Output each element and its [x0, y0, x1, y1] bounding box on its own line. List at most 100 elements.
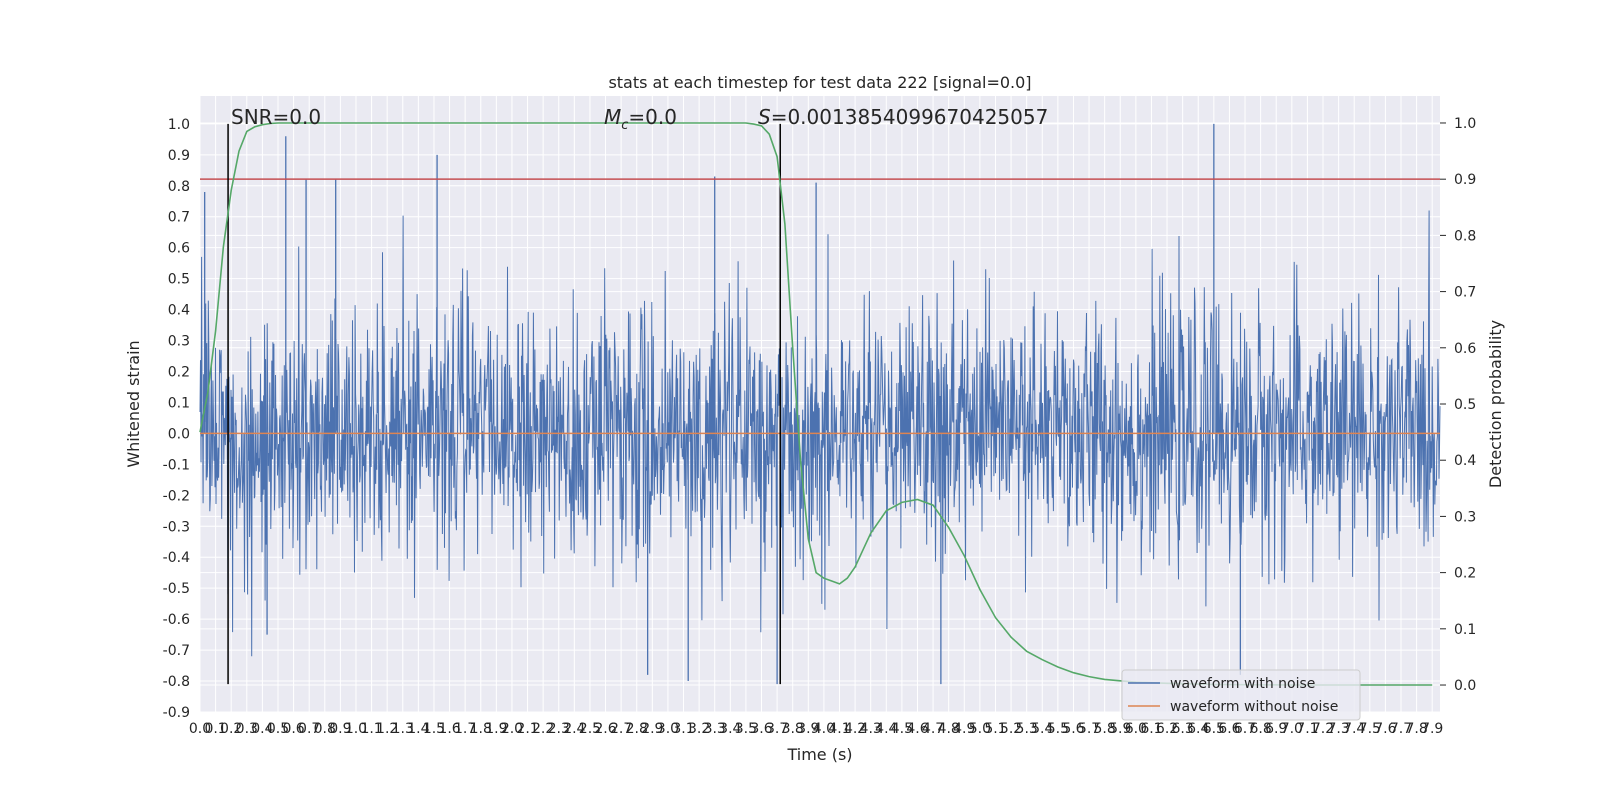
y2-tick-label: 0.2	[1454, 566, 1476, 582]
y-tick-label: -0.3	[163, 519, 190, 535]
mc-annotation: Mc=0.0	[604, 105, 677, 133]
x-tick-label: 2.2	[532, 721, 554, 737]
x-tick-label: 3.4	[719, 721, 741, 737]
x-tick-label: 7.4	[1343, 721, 1365, 737]
legend: waveform with noise waveform without noi…	[1121, 669, 1361, 721]
x-tick-label: 7.1	[1296, 721, 1318, 737]
x-tick-label: 3.6	[750, 721, 772, 737]
x-tick-label: 5.0	[969, 721, 991, 737]
y2-tick-label: 1.0	[1454, 116, 1476, 132]
y-tick-label: -0.6	[163, 612, 190, 628]
x-tick-label: 2.1	[516, 721, 538, 737]
y-tick-label: 0.5	[168, 272, 190, 288]
x-tick-label: 6.8	[1249, 721, 1271, 737]
x-axis-label: Time (s)	[786, 745, 852, 764]
x-tick-label: 3.7	[766, 721, 788, 737]
x-tick-label: 5.4	[1031, 721, 1053, 737]
y2-tick-label: 0.6	[1454, 341, 1476, 357]
x-tick-label: 1.3	[392, 721, 414, 737]
x-tick-label: 7.6	[1374, 721, 1396, 737]
x-tick-label: 0.4	[251, 721, 273, 737]
x-tick-label: 4.4	[875, 721, 897, 737]
x-tick-label: 1.0	[345, 721, 367, 737]
x-tick-label: 5.6	[1062, 721, 1084, 737]
x-tick-label: 4.6	[906, 721, 928, 737]
x-tick-label: 7.0	[1281, 721, 1303, 737]
s-annotation: S=0.0013854099670425057	[758, 105, 1048, 129]
y-tick-labels: -0.9 -0.8 -0.7 -0.6 -0.5 -0.4 -0.3 -0.2 -0.1 0.0 0…	[163, 117, 190, 721]
y2-tick-label: 0.9	[1454, 172, 1476, 188]
x-tick-label: 2.8	[626, 721, 648, 737]
x-tick-label: 3.3	[704, 721, 726, 737]
y-axis-label: Whitened strain	[124, 340, 143, 467]
y-tick-label: 0.4	[168, 303, 190, 319]
x-tick-label: 0.8	[314, 721, 336, 737]
x-tick-label: 7.7	[1390, 721, 1412, 737]
y2-tick-label: 0.8	[1454, 228, 1476, 244]
y-tick-label: 1.0	[168, 117, 190, 133]
x-tick-label: 7.3	[1327, 721, 1349, 737]
chart-title: stats at each timestep for test data 222…	[608, 73, 1031, 92]
lines-layer	[199, 122, 1440, 686]
x-tick-label: 6.5	[1203, 721, 1225, 737]
x-tick-label: 3.5	[735, 721, 757, 737]
y-tick-label: 0.0	[168, 426, 190, 442]
y-tick-label: 0.3	[168, 334, 190, 350]
y-tick-label: 0.2	[168, 364, 190, 380]
s-value: =0.0013854099670425057	[771, 105, 1049, 129]
x-tick-label: 6.0	[1125, 721, 1147, 737]
x-tick-label: 5.9	[1109, 721, 1131, 737]
x-tick-label: 4.3	[860, 721, 882, 737]
y-tick-label: -0.2	[163, 488, 190, 504]
x-tick-label: 1.7	[454, 721, 476, 737]
x-tick-label: 1.6	[438, 721, 460, 737]
y2-tick-label: 0.4	[1454, 453, 1476, 469]
noise-series	[199, 123, 1441, 685]
x-tick-label: 4.2	[844, 721, 866, 737]
y2-tick-labels: 0.0 0.1 0.2 0.3 0.4 0.5 0.6 0.7 0.8 0.9 1.0	[1440, 116, 1476, 694]
x-tick-label: 1.2	[376, 721, 398, 737]
y-tick-label: 0.1	[168, 395, 190, 411]
x-tick-label: 4.9	[953, 721, 975, 737]
x-tick-label: 5.3	[1016, 721, 1038, 737]
x-tick-label: 3.9	[797, 721, 819, 737]
y-tick-label: -0.1	[163, 457, 190, 473]
x-tick-label: 5.5	[1047, 721, 1069, 737]
x-tick-label: 4.1	[828, 721, 850, 737]
x-tick-label: 4.7	[922, 721, 944, 737]
x-tick-label: 4.0	[813, 721, 835, 737]
x-tick-label: 2.6	[594, 721, 616, 737]
y2-axis-label: Detection probability	[1486, 320, 1505, 488]
y-tick-label: -0.5	[163, 581, 190, 597]
legend-label-noise: waveform with noise	[1170, 676, 1315, 692]
x-tick-label: 5.1	[984, 721, 1006, 737]
x-tick-label: 0.7	[298, 721, 320, 737]
y2-tick-label: 0.1	[1454, 622, 1476, 638]
y2-tick-label: 0.3	[1454, 509, 1476, 525]
legend-box	[1121, 669, 1361, 721]
x-tick-label: 6.7	[1234, 721, 1256, 737]
x-tick-label: 0.3	[236, 721, 258, 737]
x-tick-label: 7.5	[1359, 721, 1381, 737]
x-tick-label: 1.8	[470, 721, 492, 737]
x-tick-labels: 0.00.10.20.30.40.50.60.70.80.91.01.11.21…	[189, 721, 1443, 737]
x-tick-label: 2.5	[579, 721, 601, 737]
x-tick-label: 0.5	[267, 721, 289, 737]
x-tick-label: 3.8	[782, 721, 804, 737]
x-tick-label: 6.2	[1156, 721, 1178, 737]
mc-symbol: M	[604, 105, 621, 129]
x-tick-label: 1.5	[423, 721, 445, 737]
y-tick-label: -0.8	[163, 674, 190, 690]
x-tick-label: 2.9	[641, 721, 663, 737]
x-tick-label: 7.9	[1421, 721, 1443, 737]
x-tick-label: 6.1	[1140, 721, 1162, 737]
x-tick-label: 6.9	[1265, 721, 1287, 737]
x-tick-label: 0.9	[329, 721, 351, 737]
y2-tick-label: 0.0	[1454, 678, 1476, 694]
legend-label-clean: waveform without noise	[1170, 699, 1338, 715]
x-tick-label: 0.0	[189, 721, 211, 737]
x-tick-label: 4.5	[891, 721, 913, 737]
noise-waveform-path	[199, 210, 1441, 657]
x-tick-label: 2.3	[548, 721, 570, 737]
x-tick-label: 3.2	[688, 721, 710, 737]
